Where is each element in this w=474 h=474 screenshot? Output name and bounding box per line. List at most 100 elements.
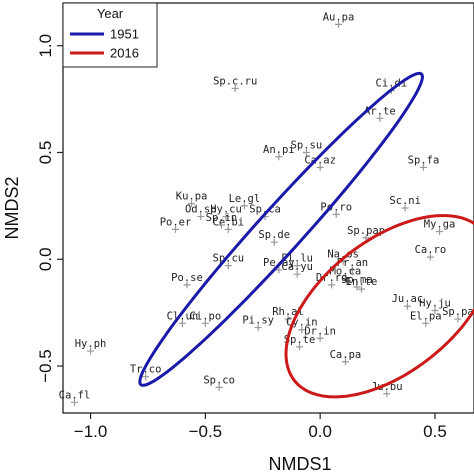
- species-label: Po.er: [160, 216, 192, 228]
- y-axis: −0.5 0.0 0.5 1.0: [36, 34, 63, 383]
- point-marker: [348, 266, 356, 274]
- species-label: Ca.ro: [415, 244, 447, 256]
- point-marker: [332, 210, 340, 218]
- species-point: Od.sp: [185, 204, 217, 221]
- species-label: Sp.pap: [347, 225, 385, 237]
- species-point: My.ga: [424, 218, 456, 235]
- legend: Year 1951 2016: [62, 2, 158, 68]
- species-label: Sp.te: [284, 334, 316, 346]
- species-point: Sp.fa: [408, 154, 440, 171]
- point-marker: [87, 347, 95, 355]
- x-tick-label: −0.5: [189, 422, 223, 441]
- point-marker: [70, 398, 78, 406]
- species-label: Dr.in: [304, 325, 336, 337]
- species-point: Cl.un: [167, 310, 198, 327]
- ellipse-1951: [138, 71, 424, 387]
- species-label: Mo.ca: [330, 265, 362, 277]
- species-point: Sp.cu: [213, 253, 244, 270]
- species-label: Ci.di: [376, 78, 408, 90]
- point-marker: [302, 148, 310, 156]
- species-point: Po.er: [160, 216, 192, 233]
- plot-frame: [62, 2, 474, 414]
- species-label: Ju.ac: [392, 293, 424, 305]
- species-point: Sp.te: [284, 334, 316, 351]
- point-marker: [316, 163, 324, 171]
- point-marker: [215, 383, 223, 391]
- point-marker: [293, 270, 301, 278]
- species-point: Sp.pa: [442, 306, 474, 323]
- species-point: Mo.ca: [330, 265, 362, 282]
- species-point: Sp.co: [203, 374, 235, 391]
- species-point: En.te: [346, 276, 377, 293]
- species-label: Sp.c.ru: [213, 75, 257, 87]
- species-label: Sp.co: [203, 374, 235, 386]
- species-point: Sp.in: [206, 212, 237, 229]
- species-label: El.pa: [410, 310, 442, 322]
- point-marker: [341, 358, 349, 366]
- species-label: Sp.de: [258, 229, 290, 241]
- y-tick-label: 0.5: [36, 141, 55, 165]
- point-marker: [403, 302, 411, 310]
- point-marker: [240, 202, 248, 210]
- species-label: Po.se: [171, 272, 203, 284]
- species-label: Sc.ni: [389, 195, 421, 207]
- species-point: Ju.bu: [371, 381, 403, 398]
- species-label: Fr.an: [337, 257, 369, 269]
- point-marker: [335, 20, 343, 28]
- point-marker: [419, 163, 427, 171]
- point-marker: [383, 390, 391, 398]
- species-point: Sp.ma: [341, 274, 373, 291]
- point-marker: [275, 266, 283, 274]
- y-axis-title: NMDS2: [2, 176, 22, 239]
- species-label: My.ga: [424, 218, 456, 230]
- species-point: Sc.ni: [389, 195, 421, 212]
- species-label: Ku.pa: [176, 191, 208, 203]
- species-label: Ci.po: [190, 310, 222, 322]
- ellipse-layer: [138, 71, 474, 399]
- point-marker: [454, 315, 462, 323]
- point-marker: [376, 114, 384, 122]
- species-label: Ca.yu: [281, 261, 313, 273]
- species-label: Sp.fa: [408, 154, 440, 166]
- legend-label-2016: 2016: [110, 46, 139, 61]
- point-marker: [328, 281, 336, 289]
- point-marker: [353, 283, 361, 291]
- point-marker: [183, 281, 191, 289]
- species-label: Tr.co: [130, 364, 162, 376]
- species-point: Fr.an: [337, 257, 369, 274]
- x-tick-label: 0.5: [423, 422, 447, 441]
- point-marker: [436, 227, 444, 235]
- y-tick-label: −0.5: [36, 349, 55, 383]
- species-point: Sp.su: [291, 139, 322, 156]
- species-point: Ca.yu: [281, 261, 313, 278]
- legend-label-1951: 1951: [110, 27, 139, 42]
- point-marker: [142, 373, 150, 381]
- point-marker: [431, 307, 439, 314]
- species-label: Ca.pa: [330, 349, 362, 361]
- point-marker: [401, 204, 409, 212]
- point-marker: [178, 319, 186, 327]
- species-point: Ca.fl: [59, 389, 90, 406]
- species-label: Ar.te: [364, 105, 396, 117]
- point-marker: [275, 153, 283, 161]
- point-marker: [224, 225, 232, 233]
- point-marker: [316, 334, 324, 342]
- species-point: Pi.sy: [242, 315, 274, 332]
- y-tick-label: 0.0: [36, 247, 55, 271]
- species-label: Sp.ma: [341, 274, 373, 286]
- species-point: Le.gl: [229, 193, 260, 210]
- species-point: Ju.ac: [392, 293, 424, 310]
- species-point: Ci.po: [190, 310, 222, 327]
- species-point: Au.pa: [323, 11, 354, 28]
- species-label: Pi.sy: [242, 315, 274, 327]
- legend-title: Year: [97, 6, 124, 21]
- species-point: Tr.co: [130, 364, 162, 381]
- species-point: Hy.cu: [210, 204, 242, 221]
- species-point: Sp.de: [258, 229, 290, 246]
- y-tick-label: 1.0: [36, 34, 55, 58]
- point-marker: [341, 274, 349, 282]
- x-tick-label: 0.0: [308, 422, 332, 441]
- point-marker: [270, 238, 278, 246]
